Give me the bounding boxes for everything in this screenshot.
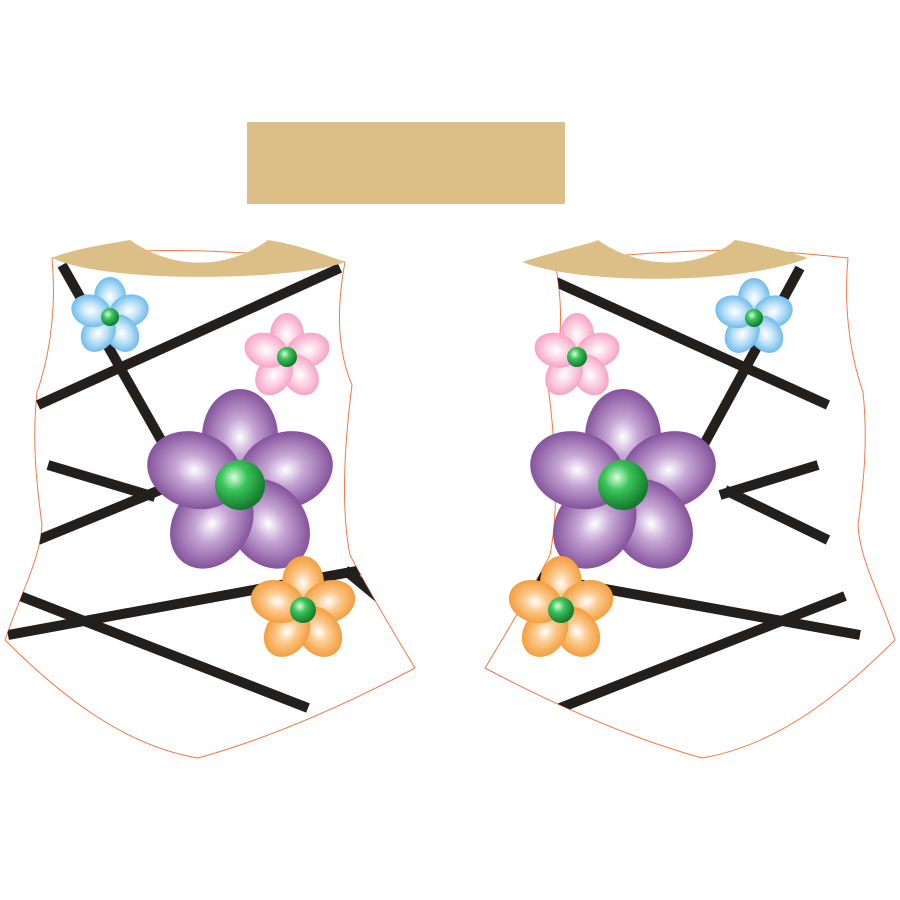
back-piece [484, 240, 896, 759]
flower-center [215, 460, 265, 510]
beige-sleeve-strip [247, 122, 565, 204]
front-purple-flower [147, 389, 333, 569]
flower-center [745, 309, 763, 327]
flower-center [101, 308, 119, 326]
front-pink-flower [244, 313, 330, 396]
front-blue-flower [71, 277, 149, 352]
back-purple-flower [530, 389, 716, 569]
flower-center [548, 597, 574, 623]
back-body-outline [484, 250, 896, 759]
back-blue-flower [715, 278, 793, 353]
flower-center [598, 460, 648, 510]
front-piece [4, 240, 416, 759]
flower-center [567, 347, 587, 367]
front-straps [7, 262, 389, 713]
flower-center [290, 597, 316, 623]
front-neck-yoke [52, 240, 345, 277]
back-neck-yoke [522, 240, 808, 279]
back-pink-flower [534, 313, 620, 396]
front-orange-flower [250, 556, 356, 657]
flower-center [277, 347, 297, 367]
back-orange-flower [508, 556, 614, 657]
